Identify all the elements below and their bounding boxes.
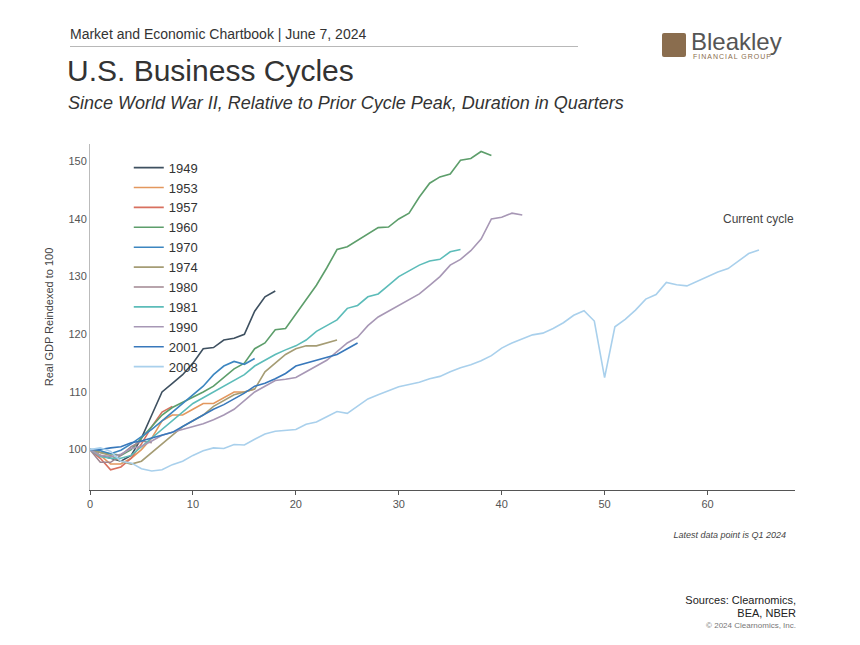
svg-text:0: 0	[87, 498, 93, 510]
svg-text:1980: 1980	[169, 280, 198, 295]
html-text:© 2024 Clearnomics, Inc.: © 2024 Clearnomics, Inc.	[706, 621, 796, 630]
html-text:Latest data point is Q1 2024: Latest data point is Q1 2024	[673, 530, 786, 540]
html-text:FINANCIAL GROUP: FINANCIAL GROUP	[693, 53, 772, 60]
svg-text:10: 10	[187, 498, 199, 510]
svg-text:130: 130	[68, 270, 86, 282]
svg-text:60: 60	[701, 498, 713, 510]
svg-text:110: 110	[69, 386, 87, 398]
svg-text:2001: 2001	[169, 340, 198, 355]
svg-text:Real GDP Reindexed to 100: Real GDP Reindexed to 100	[43, 248, 55, 387]
html-text:Since World War II, Relative t: Since World War II, Relative to Prior Cy…	[68, 93, 624, 113]
svg-text:30: 30	[393, 498, 405, 510]
html-text:BEA, NBER: BEA, NBER	[737, 607, 796, 619]
html-text:Sources: Clearnomics,: Sources: Clearnomics,	[685, 594, 796, 606]
svg-text:40: 40	[496, 498, 508, 510]
svg-text:1981: 1981	[169, 300, 198, 315]
svg-text:150: 150	[68, 155, 86, 167]
svg-text:1953: 1953	[169, 181, 198, 196]
svg-text:140: 140	[68, 213, 86, 225]
svg-text:1949: 1949	[169, 161, 198, 176]
svg-text:1970: 1970	[169, 240, 198, 255]
svg-text:1974: 1974	[169, 260, 198, 275]
svg-text:Current cycle: Current cycle	[723, 212, 794, 226]
svg-text:120: 120	[68, 328, 86, 340]
svg-text:20: 20	[290, 498, 302, 510]
svg-text:1957: 1957	[169, 200, 198, 215]
svg-text:100: 100	[68, 443, 86, 455]
svg-text:1960: 1960	[169, 220, 198, 235]
html-text:U.S. Business Cycles: U.S. Business Cycles	[67, 54, 354, 87]
svg-text:1990: 1990	[169, 320, 198, 335]
html-text:Market and Economic Chartbook: Market and Economic Chartbook | June 7, …	[70, 26, 367, 42]
svg-text:2008: 2008	[169, 360, 198, 375]
html-text:Bleakley: Bleakley	[691, 28, 782, 55]
svg-text:50: 50	[598, 498, 610, 510]
